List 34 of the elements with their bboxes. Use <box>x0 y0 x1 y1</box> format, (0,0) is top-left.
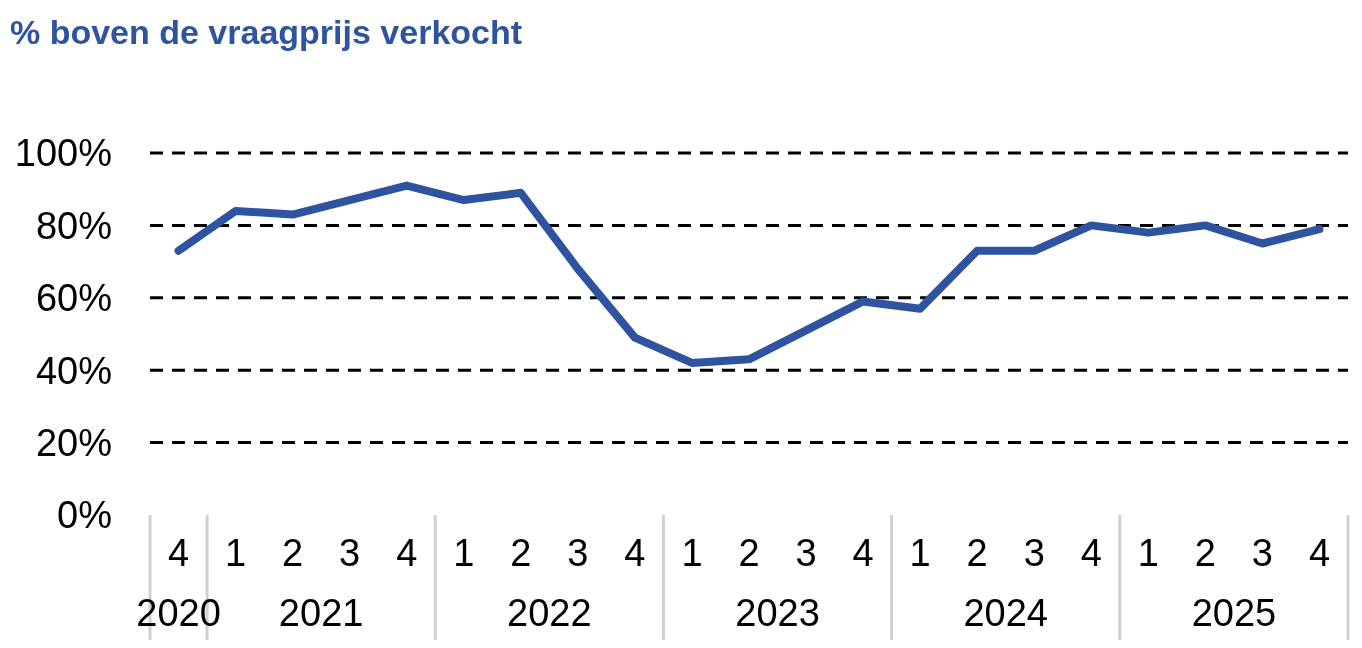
text: 2025 <box>1191 592 1277 634</box>
x-tick-label: 1 <box>453 532 475 574</box>
y-tick-label: 60% <box>35 277 112 320</box>
y-tick-label: 0% <box>57 494 112 537</box>
text: 2024 <box>963 592 1048 634</box>
x-tick-label: 3 <box>339 532 361 574</box>
x-tick-label: 2 <box>510 532 532 574</box>
text: 2022 <box>507 592 592 634</box>
x-tick-label: 1 <box>1137 532 1159 574</box>
x-tick-label: 2 <box>966 532 988 574</box>
x-tick-label: 3 <box>795 532 817 574</box>
x-tick-label: 2 <box>1194 532 1216 574</box>
chart-title: % boven de vraagprijs verkocht <box>10 13 523 51</box>
y-tick-label: 40% <box>35 349 112 392</box>
y-tick-label: 80% <box>35 204 112 247</box>
x-tick-label: 1 <box>909 532 931 574</box>
x-tick-label: 1 <box>225 532 247 574</box>
x-tick-label: 4 <box>1080 532 1102 574</box>
x-tick-label: 3 <box>1251 532 1273 574</box>
x-tick-label: 3 <box>1023 532 1045 574</box>
x-tick-label: 4 <box>624 532 646 574</box>
x-tick-label: 3 <box>567 532 589 574</box>
x-tick-label: 2 <box>282 532 304 574</box>
text: 2021 <box>278 592 364 634</box>
x-tick-label: 2 <box>738 532 760 574</box>
y-tick-label: 100% <box>14 132 112 175</box>
text: 2020 <box>136 592 221 634</box>
x-tick-label: 4 <box>396 532 418 574</box>
x-tick-label: 4 <box>1308 532 1331 574</box>
x-tick-label: 4 <box>167 532 190 574</box>
x-tick-label: 1 <box>681 532 703 574</box>
y-tick-label: 20% <box>35 421 112 464</box>
text: 2023 <box>735 592 820 634</box>
x-tick-label: 4 <box>852 532 874 574</box>
